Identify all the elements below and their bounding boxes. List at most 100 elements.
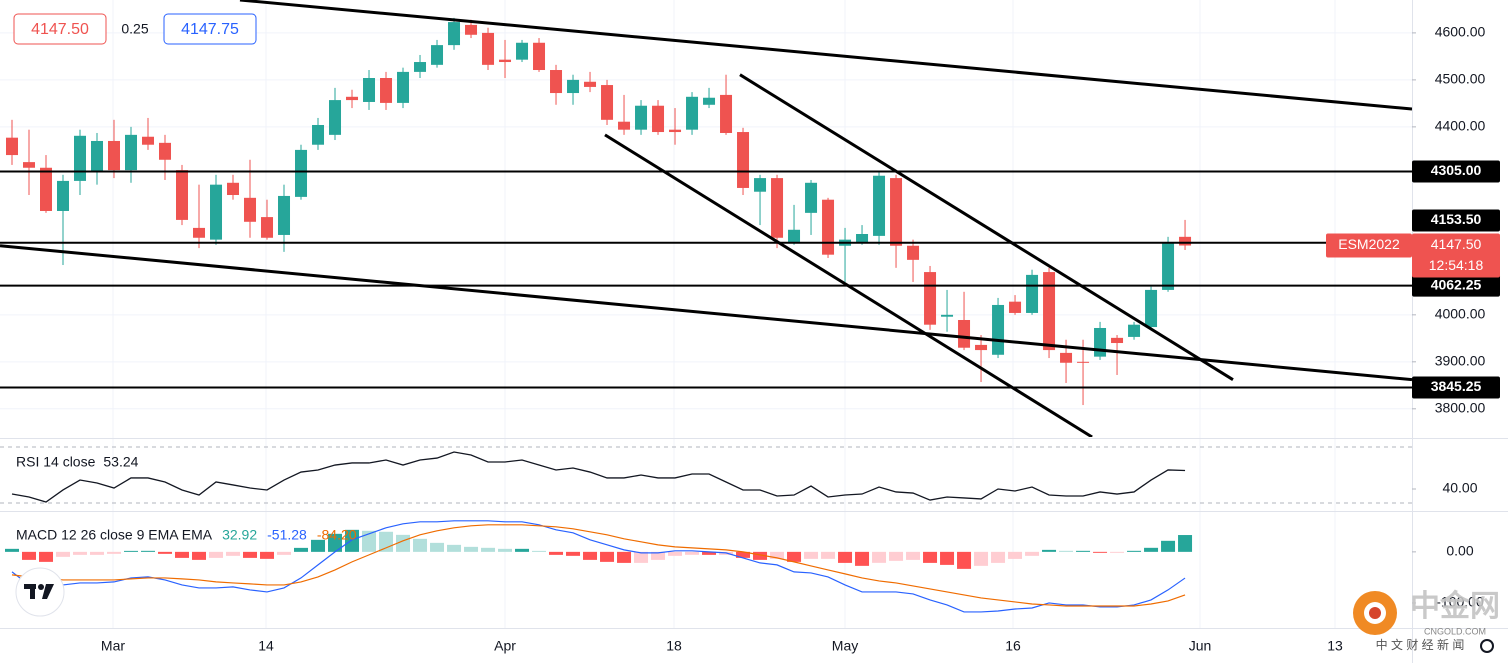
candle-body	[1043, 272, 1056, 351]
macd-histogram-bar	[192, 551, 207, 560]
macd-line	[11, 520, 1186, 613]
macd-histogram-bar	[107, 551, 122, 554]
macd-histogram-bar	[583, 551, 598, 560]
candle-body	[346, 96, 359, 101]
macd-histogram-bar	[1144, 547, 1159, 552]
level-label: 3845.25	[1431, 378, 1482, 394]
pane-legend-value: -84.20	[317, 527, 357, 543]
candle-body	[142, 136, 155, 145]
ask-price: 4147.75	[181, 21, 239, 38]
macd-histogram-bar	[617, 551, 632, 563]
macd-histogram-bar	[957, 551, 972, 569]
candle-body	[1145, 289, 1158, 328]
y-tick-label: 4400.00	[1435, 118, 1486, 134]
pane-legend-value: -51.28	[267, 527, 307, 543]
spread: 0.25	[121, 21, 148, 37]
signal-line	[11, 524, 1186, 607]
candle-body	[533, 42, 546, 71]
candle-body	[941, 314, 954, 317]
level-label-box	[1412, 160, 1500, 183]
candle-body	[669, 129, 682, 133]
candle-body	[312, 124, 325, 145]
candle-body	[1111, 337, 1124, 344]
macd-histogram-bar	[56, 551, 71, 557]
candle-body	[40, 167, 53, 211]
candle-body	[856, 234, 869, 242]
macd-histogram-bar	[90, 551, 105, 555]
candle-body	[584, 81, 597, 87]
macd-histogram-bar	[1178, 535, 1193, 552]
x-tick-label: May	[832, 638, 858, 654]
candle-body	[822, 199, 835, 255]
macd-histogram-bar	[1093, 551, 1108, 553]
y-tick-label: 3900.00	[1435, 353, 1486, 369]
candle-body	[414, 62, 427, 72]
macd-histogram-bar	[226, 551, 241, 556]
level-label-box	[1412, 376, 1500, 399]
macd-histogram-bar	[872, 551, 887, 563]
candle-body	[890, 178, 903, 246]
macd-histogram-bar	[39, 551, 54, 562]
candle-body	[397, 71, 410, 103]
price-pane	[0, 0, 1412, 437]
candle-body	[754, 178, 767, 192]
macd-histogram-bar	[447, 544, 462, 552]
macd-histogram-bar	[787, 551, 802, 562]
macd-histogram-bar	[600, 551, 615, 562]
macd-histogram-bar	[158, 551, 173, 554]
watermark-name: 中金网	[1410, 589, 1500, 623]
y-tick-label: 4500.00	[1435, 71, 1486, 87]
candle-body	[261, 217, 274, 238]
pane-legend-title: MACD 12 26 close 9 EMA EMA	[16, 527, 213, 543]
ask-box[interactable]	[163, 13, 257, 45]
macd-histogram-bar	[175, 551, 190, 558]
candle-body	[703, 97, 716, 105]
bid-box[interactable]	[13, 13, 107, 45]
candle-body	[975, 344, 988, 351]
candle-body	[652, 105, 665, 133]
settings-icon[interactable]	[1480, 639, 1494, 653]
macd-histogram-bar	[889, 551, 904, 561]
candle-body	[108, 140, 121, 171]
bid-price: 4147.50	[31, 21, 89, 38]
candle-body	[448, 22, 461, 46]
y-tick-label: 0.00	[1446, 543, 1473, 559]
macd-histogram-bar	[515, 548, 530, 552]
watermark-tagline: 中 文 财 经 新 闻	[1376, 637, 1465, 652]
watermark: 中金网 CNGOLD.COM 中 文 财 经 新 闻	[1353, 589, 1500, 652]
candle-body	[1026, 274, 1039, 313]
logo-part	[30, 584, 35, 599]
macd-histogram-bar	[991, 551, 1006, 563]
grid	[0, 0, 1412, 628]
candle-body	[958, 319, 971, 348]
candle-body	[686, 96, 699, 130]
tradingview-logo[interactable]	[15, 567, 65, 617]
candle-body	[992, 304, 1005, 355]
macd-histogram-bar	[5, 548, 20, 552]
macd-histogram-bar	[838, 551, 853, 563]
logo-part	[42, 584, 54, 599]
logo-part	[38, 584, 44, 590]
macd-histogram-bar	[294, 547, 309, 552]
x-tick-label: 14	[258, 638, 274, 654]
y-tick-label: 40.00	[1442, 480, 1477, 496]
level-label-box	[1412, 274, 1500, 297]
candle-body	[1009, 301, 1022, 313]
macd-histogram-bar	[498, 548, 513, 552]
macd-histogram-bar	[379, 531, 394, 552]
macd-histogram-bar	[430, 542, 445, 552]
macd-histogram-bar	[1042, 549, 1057, 552]
candle-body	[550, 70, 563, 94]
candle-body	[1162, 242, 1175, 290]
candle-body	[635, 105, 648, 130]
candle-body	[1077, 361, 1090, 363]
x-tick-label: 16	[1005, 638, 1021, 654]
symbol-label: ESM2022	[1338, 236, 1400, 252]
macd-histogram-bar	[906, 551, 921, 560]
macd-histogram-bar	[260, 551, 275, 559]
macd-histogram-bar	[685, 551, 700, 555]
macd-histogram-bar	[770, 551, 785, 559]
macd-histogram-bar	[821, 551, 836, 559]
